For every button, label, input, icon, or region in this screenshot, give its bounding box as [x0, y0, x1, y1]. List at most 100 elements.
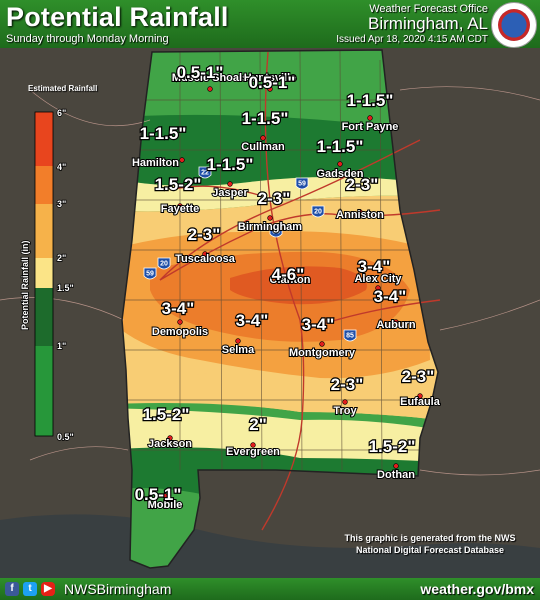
zone-4-6	[230, 266, 367, 305]
issued-time: Issued Apr 18, 2020 4:15 AM CDT	[336, 34, 488, 45]
city-dot-alx	[375, 285, 381, 291]
rainfall-label-ne: 1-1.5"	[347, 91, 394, 110]
legend-tick-2: 2"	[57, 253, 66, 263]
rainfall-label-ann: 2-3"	[346, 175, 379, 194]
city-dot-ham	[179, 157, 185, 163]
rainfall-label-euf: 2-3"	[402, 367, 435, 386]
rainfall-label-sel: 3-4"	[236, 311, 269, 330]
svg-text:59: 59	[298, 181, 306, 188]
city-label-cla: Clanton	[270, 274, 311, 286]
rainfall-label-tro: 2-3"	[331, 375, 364, 394]
legend-bar-1in	[35, 288, 53, 346]
facebook-icon[interactable]: f	[5, 582, 19, 596]
city-label-cul: Cullman	[241, 141, 285, 153]
website-link[interactable]: weather.gov/bmx	[420, 581, 534, 597]
city-label-tus: Tuscaloosa	[175, 253, 236, 265]
city-dot-tus	[202, 251, 208, 257]
city-label-eve: Evergreen	[226, 446, 280, 458]
rainfall-label-mgm: 3-4"	[302, 315, 335, 334]
rainfall-label-mob: 0.5-1"	[135, 485, 182, 504]
city-dot-ms	[207, 86, 213, 92]
city-label-fp: Fort Payne	[342, 121, 399, 133]
interstate-shield-22: 22	[198, 166, 212, 179]
rainfall-label-dot: 1.5-2"	[369, 437, 416, 456]
rainfall-label-fay: 1.5-2"	[155, 175, 202, 194]
legend-bar-0-5in	[35, 346, 53, 436]
city-dot-hsv	[267, 86, 273, 92]
city-dot-gad	[337, 161, 343, 167]
interstate-shield-20: 20	[157, 257, 171, 270]
rainfall-label-nw: 0.5-1"	[177, 63, 224, 82]
city-dot-euf	[417, 393, 423, 399]
interstate-lines	[159, 51, 441, 531]
rainfall-map: 22 59 20 65 20 59 85 6" 4" 3" 2" 1.5" 1" 0.5" …	[0, 48, 540, 578]
rainfall-label-eve: 2"	[249, 415, 267, 434]
city-label-dot: Dothan	[377, 469, 415, 481]
interstate-shield-59: 59	[295, 177, 309, 190]
city-label-dem: Demopolis	[152, 326, 208, 338]
city-dot-bhm	[267, 215, 273, 221]
city-dot-sel	[235, 338, 241, 344]
footer-bar: f t ▶ NWSBirmingham weather.gov/bmx	[0, 578, 540, 600]
city-label-jac: Jackson	[148, 438, 192, 450]
office-line1: Weather Forecast Office	[369, 3, 488, 15]
svg-text:85: 85	[346, 333, 354, 340]
city-label-aub: Auburn	[376, 319, 415, 331]
ndfd-note-line2: National Digital Forecast Database	[355, 545, 505, 555]
youtube-icon[interactable]: ▶	[41, 582, 55, 596]
svg-text:65: 65	[272, 229, 280, 236]
rainfall-label-n: 0.5-1"	[249, 73, 296, 92]
city-dot-dot	[393, 463, 399, 469]
social-handle[interactable]: NWSBirmingham	[64, 581, 172, 597]
legend-tick-0-5: 0.5"	[57, 432, 74, 442]
rainfall-amount-labels: 0.5-1" 0.5-1" 1-1.5" 1-1.5" 1-1.5" 1-1.5" 1-1.…	[133, 62, 435, 505]
highways	[0, 86, 540, 476]
rainfall-label-dem: 3-4"	[162, 299, 195, 318]
county-lines	[124, 50, 434, 471]
legend-bar-2in	[35, 258, 53, 288]
legend-bar-4in	[35, 166, 53, 204]
page-title: Potential Rainfall	[6, 2, 229, 32]
city-label-fay: Fayette	[161, 203, 200, 215]
city-dot-mgm	[319, 341, 325, 347]
city-label-gad: Gadsden	[316, 168, 363, 180]
city-dot-fay	[177, 203, 183, 209]
header-bar: Potential Rainfall Sunday through Monday…	[0, 0, 540, 48]
rainfall-legend: 6" 4" 3" 2" 1.5" 1" 0.5" Potential Rainf…	[19, 107, 74, 443]
city-dot-aub	[393, 319, 399, 325]
svg-text:20: 20	[160, 261, 168, 268]
city-dot-cul	[260, 135, 266, 141]
office-line2: Birmingham, AL	[368, 14, 488, 33]
interstate-shield-85: 85	[343, 329, 357, 342]
rainfall-label-tus: 2-3"	[188, 225, 221, 244]
city-dot-ann	[357, 209, 363, 215]
rainfall-label-aub: 3-4"	[374, 287, 407, 306]
rainfall-label-alx: 3-4"	[358, 257, 391, 276]
city-dot-fp	[367, 115, 373, 121]
city-dot-jac	[167, 435, 173, 441]
city-dot-mob	[162, 493, 168, 499]
city-dot-jas	[227, 181, 233, 187]
city-label-bhm: Birmingham	[238, 221, 302, 233]
ndfd-note-line1: This graphic is generated from the NWS	[344, 533, 516, 543]
svg-text:59: 59	[146, 271, 154, 278]
city-dot-dem	[177, 319, 183, 325]
rainfall-label-ham: 1-1.5"	[140, 124, 187, 143]
rainfall-label-cul: 1-1.5"	[242, 109, 289, 128]
interstate-shields: 22 59 20 65 20 59 85	[143, 166, 357, 342]
ndfd-note: This graphic is generated from the NWS N…	[332, 532, 528, 556]
city-label-hsv: Huntsville	[244, 72, 297, 84]
city-dot-cla	[287, 267, 293, 273]
svg-text:22: 22	[201, 170, 209, 177]
city-dot-eve	[250, 442, 256, 448]
city-label-mob: Mobile	[148, 499, 183, 511]
rainfall-label-gad: 1-1.5"	[317, 137, 364, 156]
legend-tick-3: 3"	[57, 199, 66, 209]
twitter-icon[interactable]: t	[23, 582, 37, 596]
rainfall-label-jas: 1-1.5"	[207, 155, 254, 174]
city-label-ham: Hamilton	[132, 157, 179, 169]
city-dot-tro	[342, 399, 348, 405]
city-label-mgm: Montgomery	[289, 347, 356, 359]
legend-bar-3in	[35, 204, 53, 258]
